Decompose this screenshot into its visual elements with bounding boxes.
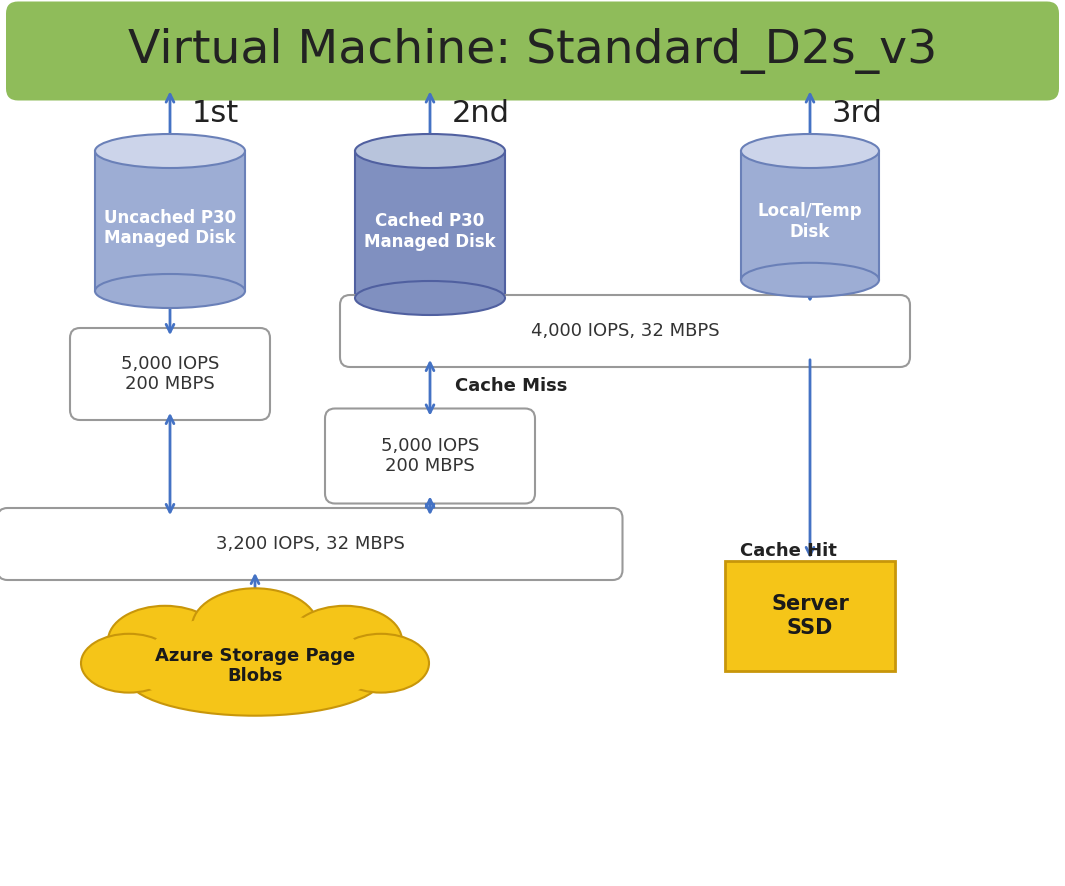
Text: 2nd: 2nd [452, 99, 510, 128]
FancyBboxPatch shape [70, 328, 271, 420]
Ellipse shape [128, 639, 382, 716]
Text: 3rd: 3rd [832, 99, 883, 128]
Ellipse shape [741, 134, 879, 168]
Text: Cache Hit: Cache Hit [740, 542, 837, 560]
Ellipse shape [355, 281, 505, 315]
Ellipse shape [288, 606, 402, 676]
FancyBboxPatch shape [725, 561, 895, 671]
Text: Server
SSD: Server SSD [771, 595, 849, 638]
Text: 3,200 IOPS, 32 MBPS: 3,200 IOPS, 32 MBPS [215, 535, 405, 553]
Ellipse shape [333, 633, 429, 693]
Ellipse shape [741, 263, 879, 297]
Ellipse shape [355, 134, 505, 168]
Text: 4,000 IOPS, 32 MBPS: 4,000 IOPS, 32 MBPS [530, 322, 719, 340]
FancyBboxPatch shape [340, 295, 910, 367]
Text: Cached P30
Managed Disk: Cached P30 Managed Disk [364, 213, 496, 252]
Ellipse shape [192, 588, 318, 665]
Text: Azure Storage Page
Blobs: Azure Storage Page Blobs [154, 647, 355, 686]
Ellipse shape [135, 640, 375, 707]
Text: Cache Miss: Cache Miss [455, 377, 568, 395]
FancyBboxPatch shape [95, 151, 245, 291]
Text: Virtual Machine: Standard_D2s_v3: Virtual Machine: Standard_D2s_v3 [128, 28, 937, 74]
Ellipse shape [95, 274, 245, 308]
Text: 5,000 IOPS
200 MBPS: 5,000 IOPS 200 MBPS [120, 354, 219, 393]
Ellipse shape [150, 613, 360, 690]
Ellipse shape [95, 134, 245, 168]
FancyBboxPatch shape [741, 151, 879, 280]
FancyBboxPatch shape [6, 2, 1059, 100]
Text: Local/Temp
Disk: Local/Temp Disk [757, 202, 863, 241]
Ellipse shape [81, 633, 177, 693]
Text: Uncached P30
Managed Disk: Uncached P30 Managed Disk [104, 208, 236, 247]
Text: 5,000 IOPS
200 MBPS: 5,000 IOPS 200 MBPS [381, 437, 479, 476]
FancyBboxPatch shape [355, 151, 505, 298]
FancyBboxPatch shape [325, 408, 535, 503]
FancyBboxPatch shape [0, 508, 623, 580]
Text: 1st: 1st [192, 99, 240, 128]
Ellipse shape [108, 606, 222, 676]
